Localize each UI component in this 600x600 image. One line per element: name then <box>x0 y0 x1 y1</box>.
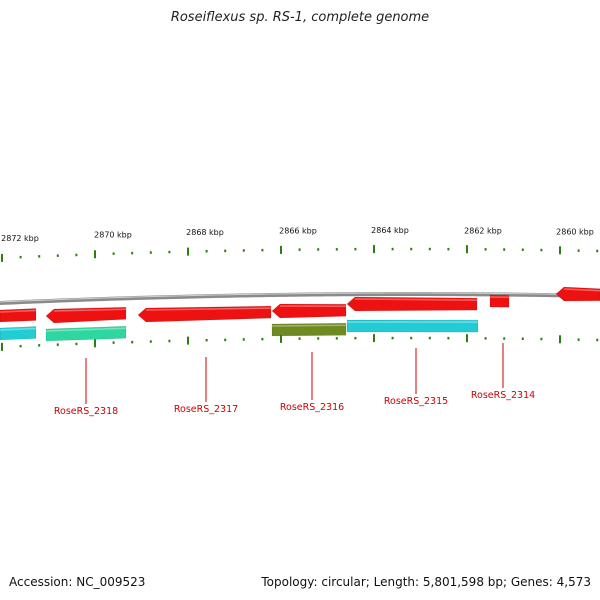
cds-arrow-shine <box>145 307 272 311</box>
feature-track <box>0 319 479 342</box>
feature-bar-shine <box>0 327 37 331</box>
feature-bar <box>346 319 479 333</box>
scale-label: 2872 kbp <box>1 234 39 243</box>
genome-summary-text: Topology: circular; Length: 5,801,598 bp… <box>261 575 591 589</box>
feature-bar <box>271 322 347 337</box>
cds-arrow <box>137 305 272 323</box>
gene-label: RoseRS_2316 <box>280 402 344 413</box>
tick-row-outer <box>1 245 599 262</box>
scale-label: 2866 kbp <box>279 227 317 236</box>
feature-bar <box>45 325 127 342</box>
tick-row-inner <box>1 334 599 351</box>
scale-label: 2864 kbp <box>371 226 409 235</box>
scale-label: 2860 kbp <box>556 228 594 237</box>
cds-arrow <box>489 294 510 308</box>
genome-backbone <box>0 292 600 305</box>
cds-track <box>0 286 600 324</box>
cds-arrow <box>45 306 127 324</box>
map-title: Roseiflexus sp. RS-1, complete genome <box>170 10 430 25</box>
gene-label: RoseRS_2317 <box>174 404 238 415</box>
feature-bar <box>0 326 37 341</box>
scale-label: 2862 kbp <box>464 226 502 235</box>
backbone-arc <box>0 292 600 305</box>
cds-arrow-shine <box>53 308 127 312</box>
cds-arrow <box>271 303 347 319</box>
gene-label: RoseRS_2314 <box>471 390 535 401</box>
scale-label: 2868 kbp <box>186 228 224 237</box>
accession-text: Accession: NC_009523 <box>9 575 146 589</box>
backbone-highlight <box>0 292 600 303</box>
scale-label: 2870 kbp <box>94 231 132 240</box>
feature-bar-shine <box>271 324 347 327</box>
cds-arrow-shine <box>0 309 37 313</box>
scale-labels: 2872 kbp 2870 kbp 2868 kbp 2866 kbp 2864 kbp… <box>1 226 594 243</box>
cds-arrow <box>555 286 600 302</box>
cds-arrow-shine <box>354 298 478 301</box>
cds-arrow <box>0 308 37 323</box>
feature-bar-shine <box>45 327 127 332</box>
gene-label: RoseRS_2318 <box>54 406 118 417</box>
cds-arrow-shine <box>563 288 600 292</box>
cds-arrow <box>346 296 478 312</box>
gene-labels: RoseRS_2318 RoseRS_2317 RoseRS_2316 RoseRS_… <box>54 343 535 417</box>
gene-label: RoseRS_2315 <box>384 396 448 407</box>
